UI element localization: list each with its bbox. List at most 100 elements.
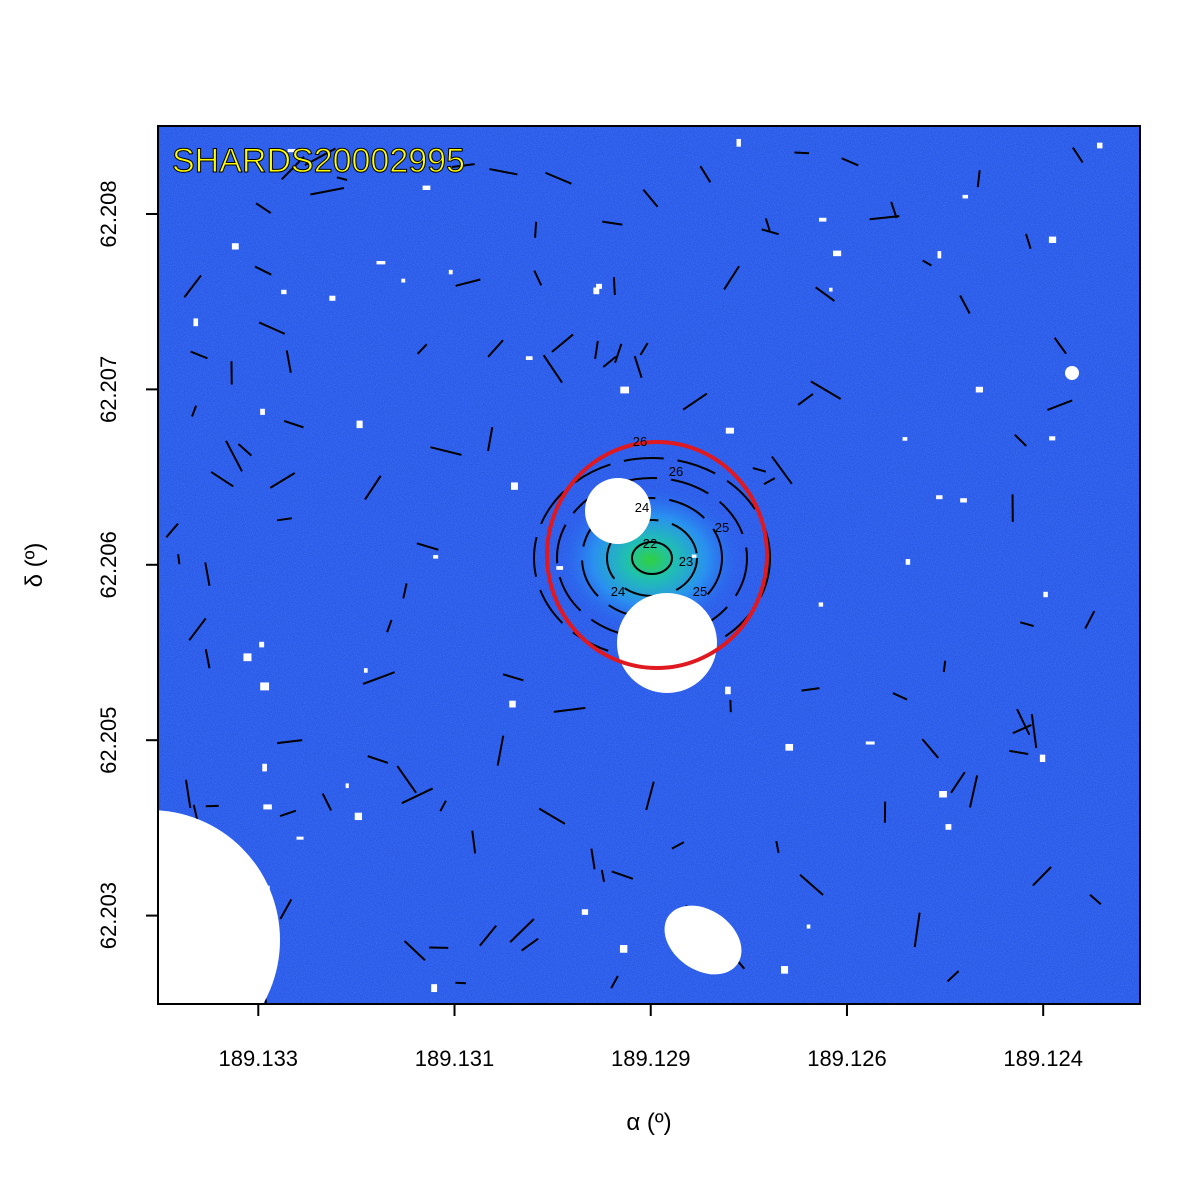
masked-pixel — [354, 812, 363, 821]
masked-pixel — [363, 668, 368, 673]
noise-contour — [1012, 724, 1032, 735]
noise-contour — [600, 869, 606, 883]
masked-pixel — [865, 741, 875, 745]
noise-contour — [310, 186, 345, 196]
noise-contour — [204, 648, 211, 669]
masked-pixel — [262, 763, 267, 772]
noise-contour — [976, 170, 981, 188]
noise-contour — [210, 471, 234, 488]
noise-contour — [611, 870, 634, 880]
noise-contour — [1032, 866, 1052, 887]
noise-contour — [191, 405, 198, 417]
noise-contour — [612, 277, 616, 295]
masked-star — [617, 593, 717, 693]
masked-pixel — [401, 278, 406, 283]
noise-contour — [188, 617, 207, 641]
noise-contour — [794, 151, 810, 155]
noise-contour — [801, 687, 820, 692]
noise-contour — [1025, 233, 1032, 250]
noise-contour — [1014, 433, 1027, 447]
noise-contour — [942, 660, 947, 673]
masked-pixel — [829, 287, 833, 292]
contour — [581, 497, 723, 619]
noise-contour — [496, 735, 505, 766]
noise-contour — [950, 771, 966, 794]
noise-contour — [542, 354, 563, 384]
noise-contour — [471, 830, 477, 854]
noise-contour — [489, 168, 518, 176]
masked-pixel — [736, 138, 741, 147]
masked-pixel — [231, 243, 239, 250]
noise-contour — [1030, 713, 1038, 749]
masked-pixel — [619, 945, 628, 953]
masked-pixel — [345, 783, 349, 789]
masked-region — [664, 905, 742, 975]
noise-contour — [277, 517, 292, 522]
noise-contour — [642, 188, 659, 208]
noise-contour — [254, 265, 272, 276]
noise-contour — [455, 278, 481, 287]
contour-label: 24 — [635, 500, 649, 515]
y-tick-label: 62.207 — [96, 356, 121, 423]
noise-contour — [545, 171, 572, 185]
masked-pixel — [1043, 591, 1048, 598]
contour-label: 22 — [643, 536, 657, 551]
noise-contour — [367, 755, 389, 764]
noise-contour — [534, 221, 538, 238]
masked-pixel — [962, 194, 969, 199]
masked-pixel — [937, 251, 942, 259]
noise-contour — [815, 286, 835, 302]
noise-contour — [810, 380, 842, 400]
noise-contour — [1053, 337, 1067, 355]
masked-pixel — [936, 495, 943, 500]
masked-pixel — [620, 386, 630, 394]
noise-contour — [633, 355, 643, 379]
masked-pixel — [260, 682, 270, 691]
noise-contour — [281, 155, 305, 181]
masked-pixel — [960, 498, 967, 503]
masked-pixel — [1096, 142, 1103, 149]
image-panel — [158, 126, 1140, 1004]
noise-contour — [699, 165, 712, 183]
noise-contour — [682, 392, 708, 411]
masked-pixel — [818, 602, 824, 607]
x-tick-label: 189.133 — [219, 1046, 299, 1071]
masked-pixel — [593, 287, 600, 295]
noise-contour — [258, 321, 286, 335]
noise-contour — [225, 440, 243, 472]
noise-contour — [521, 937, 539, 952]
noise-contour — [1020, 621, 1035, 628]
noise-contour — [1072, 146, 1084, 164]
noise-contour — [403, 940, 426, 961]
contour-label: 25 — [693, 584, 707, 599]
masked-pixel — [691, 554, 697, 558]
noise-contour — [752, 467, 767, 473]
masked-pixel — [510, 482, 518, 490]
masked-pixel — [525, 356, 533, 360]
noise-contour — [639, 342, 649, 356]
masked-pixel — [448, 269, 453, 275]
noise-contour — [165, 522, 179, 538]
noise-contour — [645, 781, 655, 811]
masked-pixel — [296, 836, 304, 840]
noise-contour — [190, 350, 208, 360]
masked-pixel — [329, 295, 336, 301]
masked-pixel — [356, 420, 363, 429]
masked-pixel — [260, 408, 265, 415]
noise-contour — [1084, 610, 1096, 630]
noise-contour — [416, 542, 439, 551]
noise-contour — [439, 800, 447, 812]
noise-contour — [946, 970, 960, 983]
y-tick-label: 62.208 — [96, 180, 121, 247]
x-tick-label: 189.126 — [807, 1046, 887, 1071]
masked-pixel — [1039, 754, 1046, 763]
noise-contour — [277, 739, 303, 745]
masked-pixel — [725, 686, 731, 695]
y-tick-label: 62.205 — [96, 707, 121, 774]
masked-star — [158, 810, 280, 1004]
noise-contour — [533, 270, 543, 286]
masked-pixel — [596, 283, 603, 289]
masked-pixel — [376, 260, 386, 265]
contour-label: 24 — [611, 584, 625, 599]
noise-contour — [771, 455, 793, 485]
